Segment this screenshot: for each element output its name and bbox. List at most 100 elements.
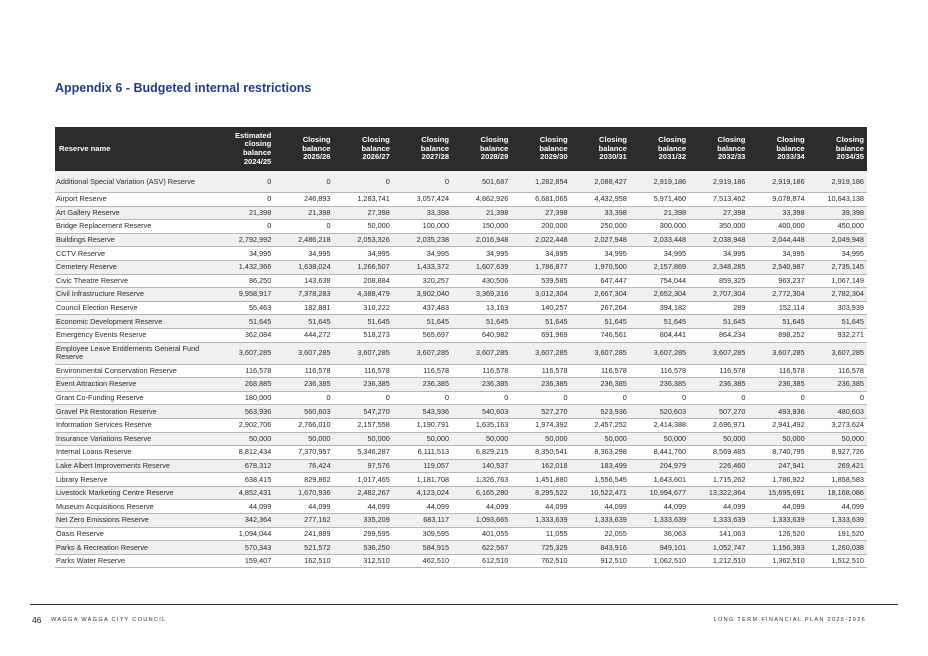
balance-cell: 44,099 — [392, 499, 453, 515]
table-row: Insurance Variations Reserve 50,000 50,000… — [55, 432, 867, 447]
balance-cell: 13,322,364 — [689, 486, 749, 501]
balance-cell: 51,645 — [333, 314, 393, 329]
balance-cell: 493,936 — [748, 404, 808, 419]
balance-cell: 2,044,448 — [748, 233, 808, 248]
balance-cell: 394,182 — [629, 301, 690, 316]
balance-cell: 34,995 — [274, 246, 334, 261]
balance-cell: 0 — [452, 391, 512, 406]
column-header: Closing balance 2030/31 — [570, 127, 630, 171]
balance-cell: 1,266,507 — [333, 260, 393, 275]
balance-cell: 0 — [807, 391, 867, 406]
balance-cell: 1,786,922 — [748, 472, 808, 487]
balance-cell: 246,893 — [274, 192, 334, 207]
balance-cell: 0 — [215, 192, 275, 207]
balance-cell: 1,062,510 — [629, 554, 690, 569]
balance-cell: 50,000 — [333, 432, 393, 447]
reserve-name-cell: Information Services Reserve — [55, 418, 215, 433]
balance-cell: 1,333,639 — [511, 513, 571, 528]
balance-cell: 540,603 — [452, 404, 512, 419]
reserve-name-cell: Buildings Reserve — [55, 233, 215, 248]
balance-cell: 1,433,372 — [392, 260, 453, 275]
balance-cell: 2,414,388 — [629, 418, 690, 433]
balance-cell: 250,000 — [570, 219, 630, 234]
balance-cell: 2,049,948 — [807, 233, 867, 248]
balance-cell: 864,234 — [689, 328, 749, 343]
balance-cell: 2,667,304 — [570, 287, 630, 302]
balance-cell: 50,000 — [570, 432, 630, 447]
balance-cell: 0 — [629, 391, 690, 406]
balance-cell: 50,000 — [452, 432, 512, 447]
balance-cell: 1,333,639 — [807, 513, 867, 528]
reserve-name-cell: Event Attraction Reserve — [55, 377, 215, 392]
balance-cell: 44,099 — [689, 499, 749, 515]
balance-cell: 1,067,149 — [807, 274, 867, 289]
balance-cell: 521,572 — [274, 540, 334, 555]
column-header: Closing balance 2034/35 — [807, 127, 867, 171]
balance-cell: 622,567 — [452, 540, 512, 555]
balance-cell: 143,638 — [274, 274, 334, 289]
column-header: Closing balance 2031/32 — [629, 127, 690, 171]
balance-cell: 312,510 — [333, 554, 393, 569]
balance-cell: 116,578 — [274, 364, 334, 379]
balance-cell: 236,385 — [748, 377, 808, 392]
balance-cell: 2,652,304 — [629, 287, 690, 302]
balance-cell: 9,958,917 — [215, 287, 275, 302]
balance-cell: 400,000 — [748, 219, 808, 234]
balance-cell: 50,000 — [748, 432, 808, 447]
balance-cell: 8,350,541 — [511, 445, 571, 460]
balance-cell: 116,578 — [511, 364, 571, 379]
balance-cell: 0 — [748, 391, 808, 406]
balance-cell: 4,388,479 — [333, 287, 393, 302]
balance-cell: 8,569,485 — [689, 445, 749, 460]
balance-cell: 86,250 — [215, 274, 275, 289]
balance-cell: 267,264 — [570, 301, 630, 316]
balance-cell: 34,995 — [570, 246, 630, 261]
reserve-name-cell: Parks Water Reserve — [55, 554, 215, 569]
balance-cell: 182,881 — [274, 301, 334, 316]
balance-cell: 7,370,957 — [274, 445, 334, 460]
column-header: Closing balance 2026/27 — [333, 127, 393, 171]
balance-cell: 116,578 — [215, 364, 275, 379]
balance-cell: 1,333,639 — [629, 513, 690, 528]
balance-cell: 4,123,024 — [392, 486, 453, 501]
balance-cell: 34,995 — [392, 246, 453, 261]
balance-cell: 6,829,215 — [452, 445, 512, 460]
balance-cell: 843,916 — [570, 540, 630, 555]
balance-cell: 116,578 — [570, 364, 630, 379]
balance-cell: 310,222 — [333, 301, 393, 316]
table-row: Gravel Pit Restoration Reserve 563,936 560… — [55, 404, 867, 419]
balance-cell: 21,398 — [629, 206, 690, 221]
balance-cell: 859,325 — [689, 274, 749, 289]
balance-cell: 33,398 — [392, 206, 453, 221]
balance-cell: 450,000 — [807, 219, 867, 234]
reserve-name-cell: Council Election Reserve — [55, 301, 215, 316]
balance-cell: 116,578 — [689, 364, 749, 379]
table-row: Event Attraction Reserve 268,885 236,385 23… — [55, 377, 867, 392]
balance-cell: 204,979 — [629, 459, 690, 474]
balance-cell: 1,451,880 — [511, 472, 571, 487]
balance-cell: 0 — [274, 171, 334, 193]
balance-cell: 2,482,267 — [333, 486, 393, 501]
balance-cell: 183,499 — [570, 459, 630, 474]
reserve-name-cell: Civic Theatre Reserve — [55, 274, 215, 289]
balance-cell: 2,919,186 — [689, 171, 749, 193]
reserve-name-cell: Gravel Pit Restoration Reserve — [55, 404, 215, 419]
balance-cell: 2,919,186 — [748, 171, 808, 193]
balance-cell: 335,209 — [333, 513, 393, 528]
table-row: Civic Theatre Reserve 86,250 143,638 208,88… — [55, 274, 867, 289]
balance-cell: 226,460 — [689, 459, 749, 474]
balance-cell: 116,578 — [392, 364, 453, 379]
balance-cell: 27,398 — [333, 206, 393, 221]
balance-cell: 2,696,971 — [689, 418, 749, 433]
balance-cell: 1,858,583 — [807, 472, 867, 487]
balance-cell: 949,101 — [629, 540, 690, 555]
balance-cell: 3,607,285 — [689, 342, 749, 365]
reserve-name-cell: Additional Special Variation (ASV) Reser… — [55, 171, 215, 193]
balance-cell: 51,645 — [392, 314, 453, 329]
table-row: Council Election Reserve 55,463 182,881 310… — [55, 301, 867, 316]
reserves-table-container: Reserve name Estimated closing balance 2… — [55, 127, 867, 569]
balance-cell: 300,000 — [629, 219, 690, 234]
balance-cell: 247,941 — [748, 459, 808, 474]
balance-cell: 1,786,877 — [511, 260, 571, 275]
balance-cell: 0 — [392, 391, 453, 406]
